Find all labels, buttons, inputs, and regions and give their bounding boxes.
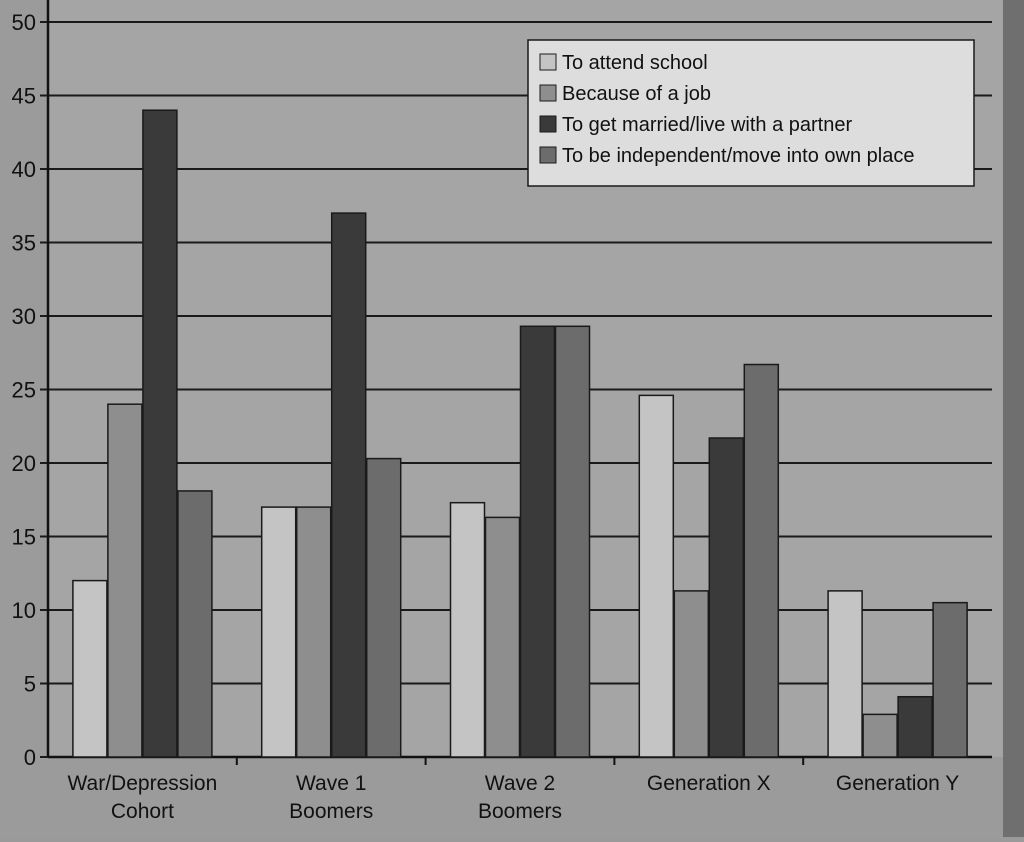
legend-swatch <box>539 115 557 133</box>
y-tick-label: 45 <box>12 84 36 109</box>
y-tick-label: 5 <box>24 672 36 697</box>
y-tick-label: 30 <box>12 304 36 329</box>
y-tick-label: 40 <box>12 157 36 182</box>
x-tick-label: Generation Y <box>836 772 959 795</box>
y-tick-label: 50 <box>12 10 36 35</box>
bar <box>743 363 780 758</box>
bar <box>638 394 675 758</box>
legend <box>527 39 975 187</box>
x-tick-label: Boomers <box>289 800 373 823</box>
y-tick-label: 35 <box>12 231 36 256</box>
x-tick-label: Boomers <box>478 800 562 823</box>
y-tick-label: 20 <box>12 451 36 476</box>
legend-swatch <box>539 84 557 102</box>
bar <box>72 579 108 758</box>
x-tick-label: Wave 2 <box>485 772 555 795</box>
bar <box>484 516 521 758</box>
bar <box>142 109 178 758</box>
bar <box>673 590 710 758</box>
bar <box>107 403 143 758</box>
y-tick-label: 0 <box>24 745 36 770</box>
page-edge <box>1003 0 1024 837</box>
bar <box>295 506 332 758</box>
bar <box>449 501 486 758</box>
bar <box>897 695 933 758</box>
bar <box>932 601 968 758</box>
x-tick-label: Generation X <box>647 772 771 795</box>
legend-swatch <box>539 146 557 164</box>
bar <box>260 506 297 758</box>
legend-label: To get married/live with a partner <box>562 114 852 136</box>
bar <box>365 457 402 758</box>
bar <box>330 212 367 758</box>
bar <box>827 590 863 758</box>
bar <box>862 713 898 758</box>
bar <box>708 437 745 758</box>
x-tick-label: Cohort <box>111 800 174 823</box>
y-tick-label: 15 <box>12 525 36 550</box>
y-tick-label: 10 <box>12 598 36 623</box>
y-tick-label: 25 <box>12 378 36 403</box>
x-tick-label: Wave 1 <box>296 772 366 795</box>
x-tick-label: War/Depression <box>68 772 218 795</box>
bar <box>177 490 213 758</box>
legend-label: To be independent/move into own place <box>562 145 914 167</box>
legend-label: Because of a job <box>562 83 711 105</box>
bar <box>554 325 591 758</box>
legend-label: To attend school <box>562 52 708 74</box>
legend-swatch <box>539 53 557 71</box>
bar <box>519 325 556 758</box>
